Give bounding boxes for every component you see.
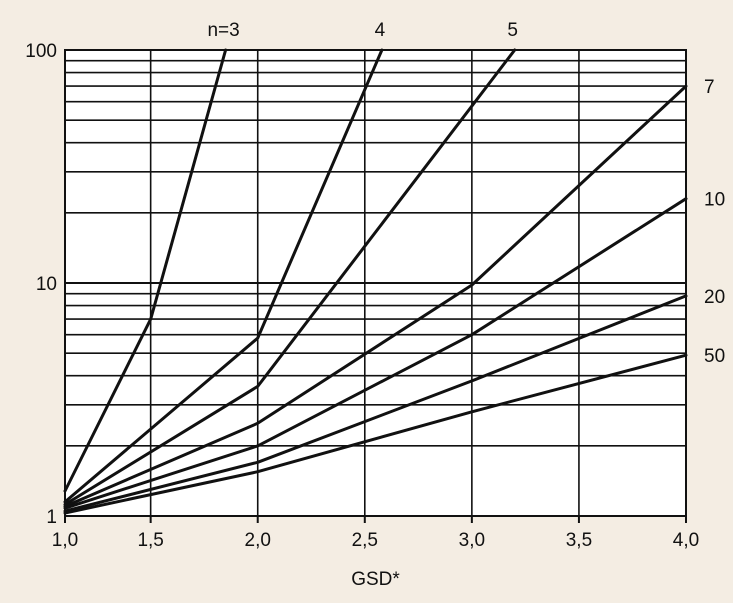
series-line [63,48,228,493]
x-tick-label: 3,0 [459,530,485,551]
x-tick-label: 4,0 [673,530,699,551]
y-tick-label: 10 [36,274,57,295]
x-axis: 1,0 1,5 2,0 2,5 3,0 3,5 4,0 [52,516,699,551]
x-tick-label: 2,5 [352,530,378,551]
series-lines [63,48,688,515]
series-line [63,197,688,510]
x-tick-label: 3,5 [566,530,592,551]
series-line [63,294,688,513]
series-label: 5 [507,20,518,41]
x-tick-label: 1,5 [137,530,163,551]
grid [65,50,686,516]
series-label: 10 [704,190,725,211]
series-line [63,48,517,506]
series-label: 20 [704,287,725,308]
plot-frame [64,49,687,517]
series-label: 7 [704,77,715,98]
series-label: 4 [375,20,386,41]
y-axis: 1 10 100 [25,41,57,528]
x-tick-label: 1,0 [52,530,78,551]
x-tick-label: 2,0 [245,530,271,551]
series-line [63,48,384,504]
series-label: n=3 [207,20,239,41]
series-label: 50 [704,346,725,367]
series-line [63,353,688,515]
y-tick-label: 1 [46,507,57,528]
x-axis-title: GSD* [351,569,400,590]
series-line [63,84,688,508]
y-tick-label: 100 [25,41,57,62]
series-labels: n=3 4 5 7 10 20 50 [207,20,725,367]
